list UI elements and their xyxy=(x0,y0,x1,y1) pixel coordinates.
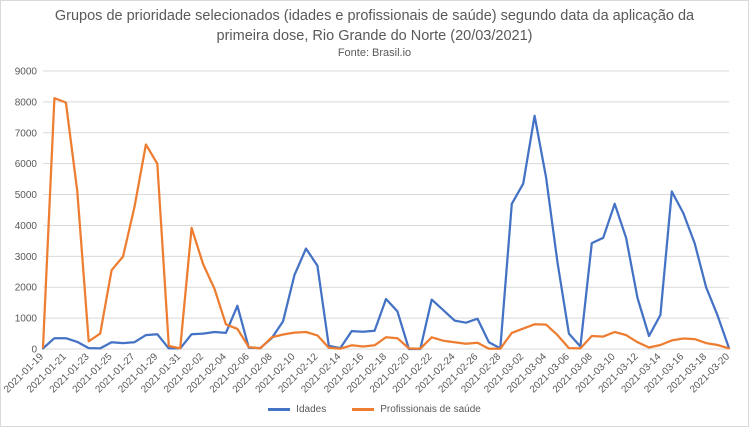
chart-title: Grupos de prioridade selecionados (idade… xyxy=(0,6,749,46)
y-tick-label: 3000 xyxy=(15,252,38,263)
y-tick-label: 1000 xyxy=(15,314,38,325)
y-tick-label: 6000 xyxy=(15,159,38,170)
legend-label-profissionais: Profissionais de saúde xyxy=(380,404,481,415)
y-tick-label: 4000 xyxy=(15,221,38,232)
y-tick-label: 2000 xyxy=(15,283,38,294)
y-tick-label: 9000 xyxy=(15,67,38,78)
legend: Idades Profissionais de saúde xyxy=(0,404,749,415)
legend-label-idades: Idades xyxy=(296,404,327,415)
y-tick-label: 8000 xyxy=(15,97,38,108)
y-tick-label: 7000 xyxy=(15,128,38,139)
legend-item-idades: Idades xyxy=(268,404,326,415)
y-tick-label: 5000 xyxy=(15,190,38,201)
legend-swatch-idades xyxy=(268,408,291,411)
chart-title-line1: Grupos de prioridade selecionados (idade… xyxy=(54,8,695,24)
series-line-idades xyxy=(41,114,731,351)
series-line-profissionais-de-saude xyxy=(41,97,731,350)
legend-swatch-profissionais xyxy=(352,408,375,411)
chart-title-line2: primeira dose, Rio Grande do Norte (20/0… xyxy=(216,28,533,44)
legend-item-profissionais: Profissionais de saúde xyxy=(352,404,481,415)
y-tick-label: 0 xyxy=(31,345,37,356)
chart-subtitle: Fonte: Brasil.io xyxy=(337,47,412,59)
